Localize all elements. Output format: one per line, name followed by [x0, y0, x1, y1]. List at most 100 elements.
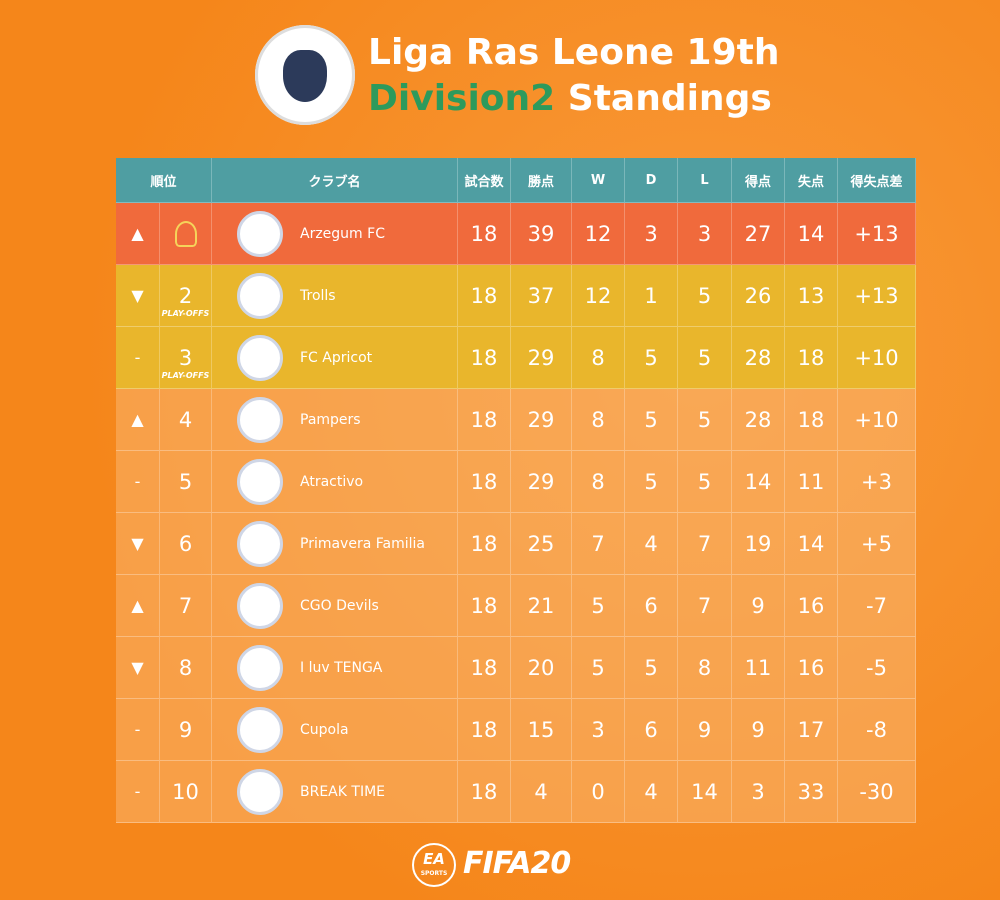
stat: 1: [625, 265, 678, 327]
column-header: 得失点差: [838, 158, 916, 203]
stat: 11: [785, 451, 838, 513]
stat: 4: [625, 513, 678, 575]
stat: 18: [458, 265, 511, 327]
club-cell: Arzegum FC: [212, 203, 458, 265]
stat: 28: [732, 389, 785, 451]
stat: 3: [572, 699, 625, 761]
table-row: ▲ Arzegum FC 18 39 12 3 3 27 14 +13: [116, 203, 916, 265]
rank: 2 PLAY-OFFS: [160, 265, 212, 327]
stat: 18: [785, 389, 838, 451]
club-cell: Trolls: [212, 265, 458, 327]
stat: 11: [732, 637, 785, 699]
stat: -7: [838, 575, 916, 637]
stat: 5: [678, 327, 732, 389]
stat: 3: [732, 761, 785, 823]
movement: -: [116, 761, 160, 823]
stat: 29: [511, 389, 572, 451]
stat: 18: [458, 637, 511, 699]
stat: 12: [572, 265, 625, 327]
movement: -: [116, 327, 160, 389]
stat: 18: [458, 513, 511, 575]
rank: 5: [160, 451, 212, 513]
stat: 25: [511, 513, 572, 575]
stat: 3: [678, 203, 732, 265]
stat: 13: [785, 265, 838, 327]
playoff-note: PLAY-OFFS: [161, 309, 210, 318]
club-cell: Cupola: [212, 699, 458, 761]
table-row: ▼ 2 PLAY-OFFS Trolls 18 37 12 1 5 26 13 +13: [116, 265, 916, 327]
stat: 5: [625, 451, 678, 513]
column-header: 得点: [732, 158, 785, 203]
stat: -30: [838, 761, 916, 823]
stat: 12: [572, 203, 625, 265]
title-line1: Liga Ras Leone 19th: [368, 32, 780, 73]
stat: 37: [511, 265, 572, 327]
table-row: ▲ 7 CGO Devils 18 21 5 6 7 9 16 -7: [116, 575, 916, 637]
rank: 6: [160, 513, 212, 575]
club-logo: [237, 334, 283, 381]
stat: 14: [732, 451, 785, 513]
club-cell: Atractivo: [212, 451, 458, 513]
club-cell: BREAK TIME: [212, 761, 458, 823]
stat: 20: [511, 637, 572, 699]
column-header: W: [572, 158, 625, 203]
club-name: I luv TENGA: [300, 659, 383, 676]
playoff-note: PLAY-OFFS: [161, 371, 210, 380]
stat: 14: [785, 203, 838, 265]
stat: 18: [458, 575, 511, 637]
stat: +10: [838, 389, 916, 451]
stat: 5: [625, 327, 678, 389]
stat: 5: [572, 575, 625, 637]
ea-logo: EA SPORTS: [412, 843, 456, 887]
stat: 7: [678, 513, 732, 575]
stat: +3: [838, 451, 916, 513]
table-row: -3 PLAY-OFFS FC Apricot 18 29 8 5 5 28 18 +10: [116, 327, 916, 389]
club-logo: [237, 520, 283, 567]
trophy-icon: [174, 220, 197, 247]
stat: 3: [625, 203, 678, 265]
stat: 21: [511, 575, 572, 637]
column-header: L: [678, 158, 732, 203]
stat: 4: [625, 761, 678, 823]
movement: ▼: [116, 513, 160, 575]
stat: 14: [678, 761, 732, 823]
club-name: Pampers: [300, 411, 361, 428]
club-name: Atractivo: [300, 473, 364, 490]
movement: ▲: [116, 575, 160, 637]
stat: +13: [838, 265, 916, 327]
club-logo: [237, 768, 283, 815]
stat: 6: [625, 699, 678, 761]
club-name: BREAK TIME: [300, 783, 385, 800]
table-row: ▲ 4 Pampers 18 29 8 5 5 28 18 +10: [116, 389, 916, 451]
sports-text: SPORTS: [420, 870, 448, 877]
stat: 18: [458, 761, 511, 823]
header-row: 順位 クラブ名 試合数 勝点 W D L 得点 失点 得失点差: [116, 158, 916, 203]
stat: 18: [458, 699, 511, 761]
stat: +5: [838, 513, 916, 575]
club-logo: [237, 210, 283, 257]
stat: 18: [458, 327, 511, 389]
table-row: -5 Atractivo 18 29 8 5 5 14 11 +3: [116, 451, 916, 513]
stat: 5: [625, 389, 678, 451]
club-name: Arzegum FC: [300, 225, 385, 242]
standings-table: 順位 クラブ名 試合数 勝点 W D L 得点 失点 得失点差 ▲ Arzegum FC 18 39 12 3…: [116, 158, 916, 823]
rank: 10: [160, 761, 212, 823]
stat: -5: [838, 637, 916, 699]
movement: -: [116, 451, 160, 513]
movement: ▲: [116, 389, 160, 451]
game-logo: FIFA20: [463, 846, 571, 881]
movement: ▼: [116, 637, 160, 699]
column-header: D: [625, 158, 678, 203]
stat: 8: [572, 327, 625, 389]
rank: 8: [160, 637, 212, 699]
table-row: -9 Cupola 18 15 3 6 9 9 17 -8: [116, 699, 916, 761]
club-logo: [237, 272, 283, 319]
stat: 5: [678, 451, 732, 513]
stat: +13: [838, 203, 916, 265]
rank: 4: [160, 389, 212, 451]
stat: 17: [785, 699, 838, 761]
stat: -8: [838, 699, 916, 761]
club-name: Trolls: [300, 287, 336, 304]
stat: 18: [458, 203, 511, 265]
